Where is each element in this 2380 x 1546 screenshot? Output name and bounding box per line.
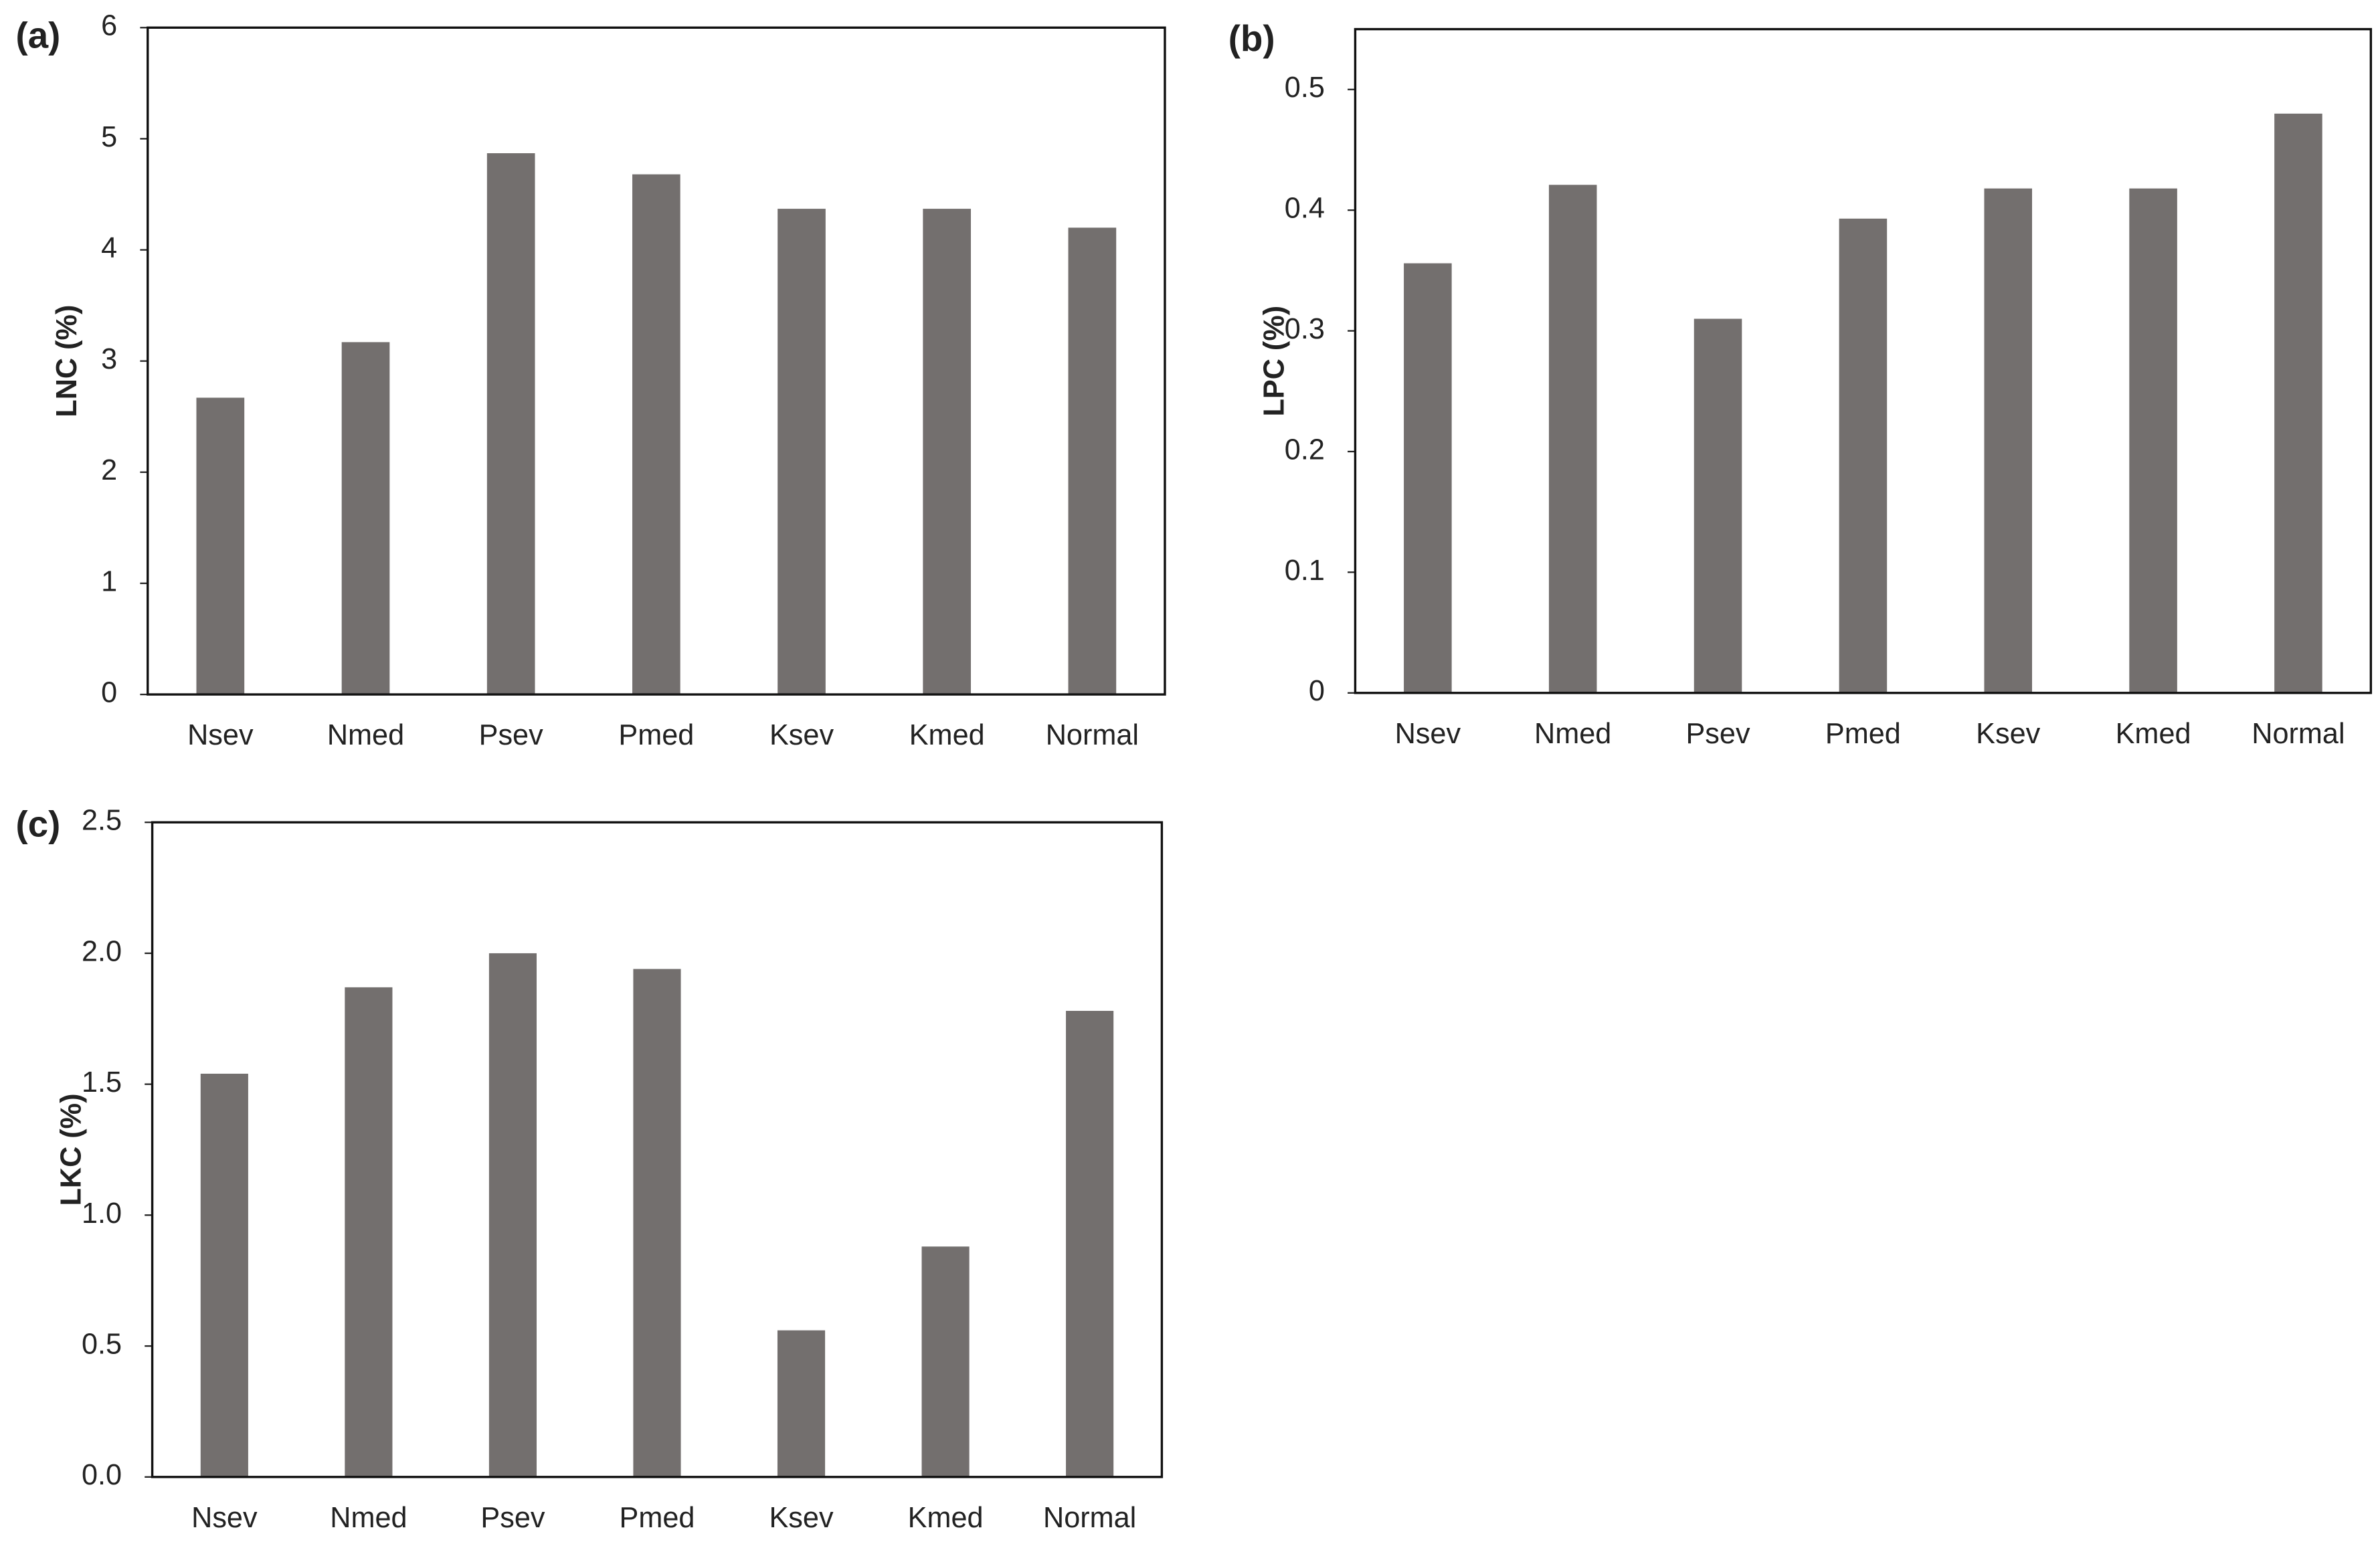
bar xyxy=(1984,188,2033,693)
bar xyxy=(200,1074,248,1477)
y-tick-label: 0 xyxy=(1309,675,1325,707)
bar xyxy=(1068,227,1117,695)
y-tick-label: 0.5 xyxy=(1285,72,1325,104)
y-tick-label: 5 xyxy=(101,121,117,153)
panel-label: (c) xyxy=(16,803,61,844)
x-tick-label: Normal xyxy=(1043,1502,1136,1534)
x-tick-label: Kmed xyxy=(909,719,985,751)
panel-label: (b) xyxy=(1228,18,1275,59)
bar xyxy=(2274,113,2322,693)
bar xyxy=(632,174,680,695)
y-tick-label: 4 xyxy=(101,232,117,264)
y-tick-label: 0.3 xyxy=(1285,313,1325,345)
x-tick-label: Psev xyxy=(480,1502,545,1534)
bar xyxy=(923,209,972,695)
bar xyxy=(1694,318,1742,693)
bar xyxy=(777,209,826,695)
x-tick-label: Nsev xyxy=(191,1502,258,1534)
x-tick-label: Kmed xyxy=(908,1502,984,1534)
y-tick-label: 2 xyxy=(101,454,117,486)
bar xyxy=(1404,263,1452,693)
plot-frame xyxy=(1354,27,2373,694)
bar xyxy=(633,969,681,1477)
x-tick-label: Nmed xyxy=(327,719,404,751)
y-axis-label: LPC (%) xyxy=(1259,306,1291,417)
plot-frame xyxy=(147,26,1166,696)
y-tick-label: 0 xyxy=(101,676,117,708)
bar xyxy=(488,953,537,1477)
y-tick-label: 3 xyxy=(101,343,117,375)
bar xyxy=(345,987,393,1477)
bar xyxy=(777,1330,826,1477)
y-tick-label: 1.5 xyxy=(82,1066,122,1098)
bar xyxy=(1548,185,1597,693)
y-tick-label: 0.5 xyxy=(82,1329,122,1361)
y-tick-label: 2.0 xyxy=(82,935,122,967)
x-tick-label: Nmed xyxy=(330,1502,407,1534)
y-tick-label: 2.5 xyxy=(82,805,122,837)
bar xyxy=(341,342,390,695)
x-tick-label: Nsev xyxy=(1395,718,1461,750)
y-tick-label: 0.4 xyxy=(1285,193,1325,225)
x-tick-label: Psev xyxy=(1685,718,1750,750)
y-tick-label: 0.1 xyxy=(1285,555,1325,587)
x-tick-label: Kmed xyxy=(2116,718,2191,750)
bar xyxy=(196,397,245,695)
x-tick-label: Normal xyxy=(1046,719,1139,751)
y-tick-label: 1 xyxy=(101,565,117,597)
x-tick-label: Normal xyxy=(2252,718,2345,750)
y-axis-label: LKC (%) xyxy=(56,1094,88,1206)
x-tick-label: Pmed xyxy=(620,1502,695,1534)
y-axis-label: LNC (%) xyxy=(51,305,83,417)
y-tick-label: 6 xyxy=(101,10,117,42)
bar xyxy=(1066,1011,1114,1477)
x-tick-label: Pmed xyxy=(618,719,694,751)
x-tick-label: Nmed xyxy=(1534,718,1611,750)
y-tick-label: 1.0 xyxy=(82,1197,122,1230)
x-tick-label: Ksev xyxy=(769,719,834,751)
x-tick-label: Ksev xyxy=(769,1502,833,1534)
x-tick-label: Pmed xyxy=(1825,718,1901,750)
bar xyxy=(921,1246,970,1477)
plot-frame xyxy=(151,821,1164,1478)
bar xyxy=(2129,188,2177,693)
x-tick-label: Nsev xyxy=(187,719,254,751)
x-tick-label: Ksev xyxy=(1976,718,2040,750)
bar xyxy=(1839,218,1888,693)
y-tick-label: 0.0 xyxy=(82,1459,122,1491)
bar xyxy=(486,153,535,695)
panel-label: (a) xyxy=(16,15,61,56)
y-tick-label: 0.2 xyxy=(1285,433,1325,466)
x-tick-label: Psev xyxy=(479,719,543,751)
